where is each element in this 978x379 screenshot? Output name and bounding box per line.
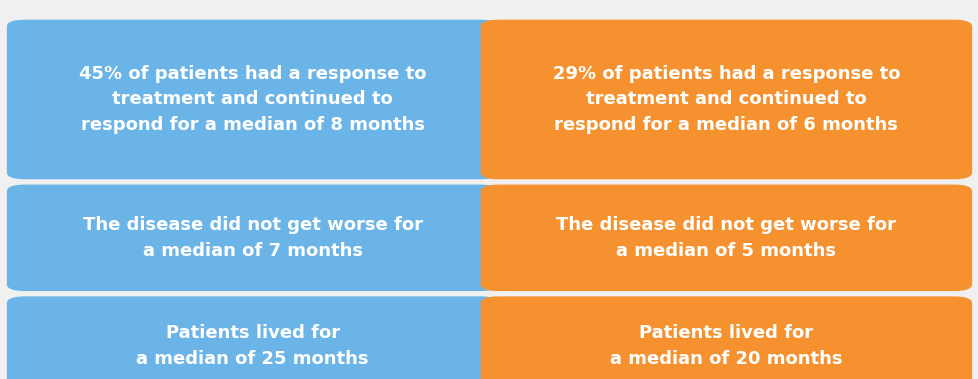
FancyBboxPatch shape — [7, 185, 498, 291]
Text: The disease did not get worse for
a median of 5 months: The disease did not get worse for a medi… — [556, 216, 896, 260]
Text: 29% of patients had a response to
treatment and continued to
respond for a media: 29% of patients had a response to treatm… — [553, 65, 899, 134]
FancyBboxPatch shape — [480, 296, 971, 379]
FancyBboxPatch shape — [7, 296, 498, 379]
FancyBboxPatch shape — [480, 185, 971, 291]
Text: Patients lived for
a median of 25 months: Patients lived for a median of 25 months — [136, 324, 369, 368]
Text: Patients lived for
a median of 20 months: Patients lived for a median of 20 months — [609, 324, 842, 368]
FancyBboxPatch shape — [7, 20, 498, 179]
Text: 45% of patients had a response to
treatment and continued to
respond for a media: 45% of patients had a response to treatm… — [79, 65, 425, 134]
Text: The disease did not get worse for
a median of 7 months: The disease did not get worse for a medi… — [82, 216, 422, 260]
FancyBboxPatch shape — [480, 20, 971, 179]
